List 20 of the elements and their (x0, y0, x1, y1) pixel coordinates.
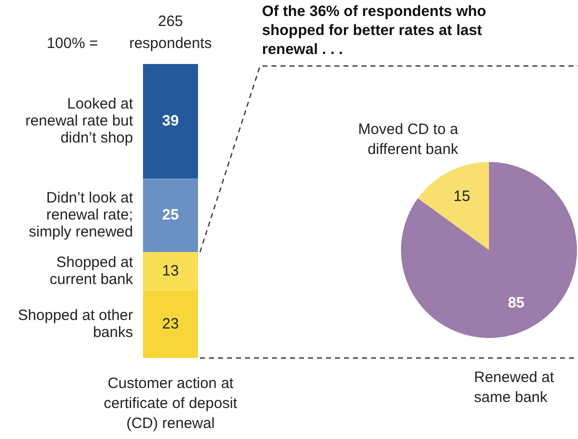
text: 100% = (46, 35, 98, 52)
series-label: Didn’t look at renewal rate; simply renewed (28, 190, 134, 241)
data-label: 13 (162, 262, 179, 280)
bar (143, 64, 198, 179)
series-label: Shopped at current bank (50, 254, 134, 288)
data-label: 23 (162, 315, 179, 332)
bar (143, 290, 198, 358)
series-label: Shopped at other banks (18, 306, 134, 341)
x-axis-title: Customer action at certificate of deposit (CD) renewal (104, 375, 238, 432)
data-label: 15 (453, 188, 470, 205)
bar (143, 178, 198, 252)
data-label: 85 (508, 294, 525, 312)
slice-label: Renewed at same bank (474, 369, 555, 406)
slice-label: Moved CD to a different bank (358, 121, 459, 158)
data-label: 25 (162, 206, 179, 224)
text: 265 respondents (129, 13, 212, 52)
series-label: Looked at renewal rate but didn’t shop (25, 95, 134, 146)
data-label: 39 (162, 112, 179, 130)
bar (143, 252, 198, 290)
chart-title: Of the 36% of respondents who shopped for better rates at last renewal . . . (262, 3, 486, 58)
